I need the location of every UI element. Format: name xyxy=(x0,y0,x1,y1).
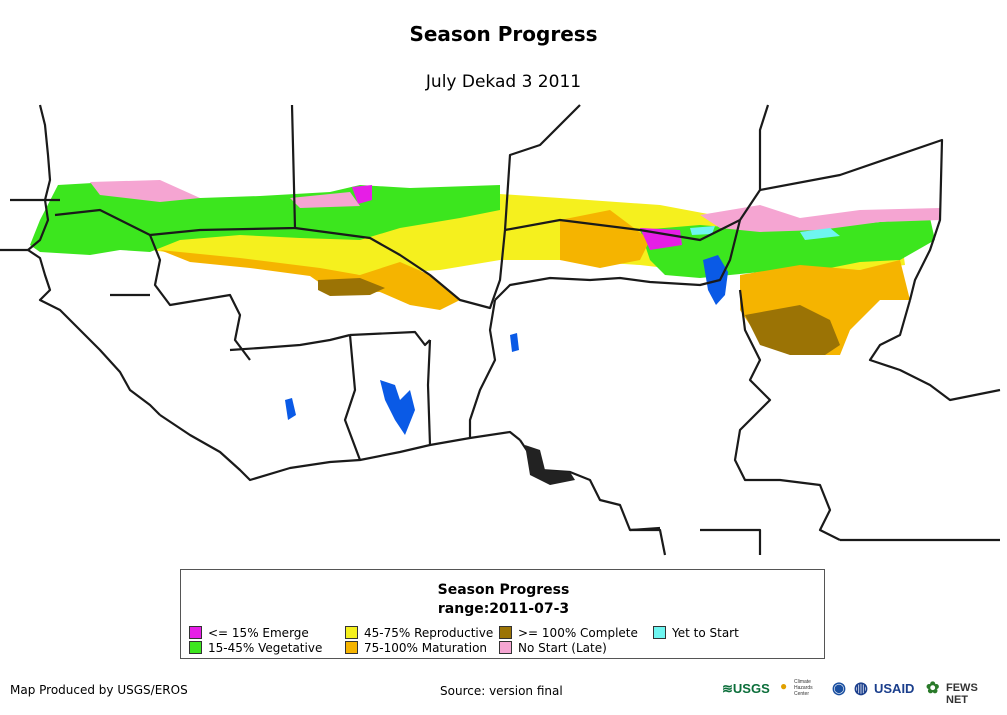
legend-item-no-start: No Start (Late) xyxy=(499,641,607,655)
legend-swatch xyxy=(189,641,202,654)
legend-swatch xyxy=(345,626,358,639)
legend-swatch xyxy=(653,626,666,639)
legend-swatch xyxy=(189,626,202,639)
source-note: Source: version final xyxy=(440,684,563,698)
zone-no-start-mali xyxy=(290,192,360,208)
legend-item-vegetative: 15-45% Vegetative xyxy=(189,641,322,655)
chc-logo: Climate Hazards Center xyxy=(794,679,813,697)
lake-kossou xyxy=(285,398,296,420)
legend-range: range:2011-07-3 xyxy=(437,601,570,617)
usaid-logo: USAID xyxy=(874,681,915,696)
legend-item-emerge: <= 15% Emerge xyxy=(189,626,309,640)
legend-swatch xyxy=(499,626,512,639)
usaid-seal-icon: ◍ xyxy=(854,680,868,697)
chc-logo-icon: ● xyxy=(780,679,788,693)
coast-accents xyxy=(525,445,575,485)
legend: Season Progress range:2011-07-3 <= 15% E… xyxy=(180,569,825,659)
season-progress-map xyxy=(0,104,1001,556)
noaa-logo: ◉ xyxy=(832,680,846,697)
partner-logos: ≋USGS ● Climate Hazards Center ◉ ◍ USAID… xyxy=(720,678,1002,706)
zone-maturation-south xyxy=(160,250,460,310)
lake-volta xyxy=(380,380,415,435)
zone-no-start-east xyxy=(700,205,940,232)
zone-emerge-mali xyxy=(352,185,372,204)
legend-title-block: Season Progress range:2011-07-3 xyxy=(181,581,826,619)
zone-complete-nigeria xyxy=(745,305,840,355)
produced-by: Map Produced by USGS/EROS xyxy=(10,683,188,697)
legend-swatch xyxy=(345,641,358,654)
map-title: Season Progress xyxy=(409,22,598,46)
legend-item-reproductive: 45-75% Reproductive xyxy=(345,626,493,640)
legend-swatch xyxy=(499,641,512,654)
zone-complete-burkina xyxy=(318,278,385,296)
progress-zones xyxy=(30,180,940,355)
fewsnet-icon: ✿ xyxy=(926,680,940,697)
legend-item-maturation: 75-100% Maturation xyxy=(345,641,487,655)
zone-maturation-central xyxy=(560,210,650,268)
zone-no-start-west xyxy=(90,180,200,202)
map-subtitle: July Dekad 3 2011 xyxy=(425,72,582,92)
legend-item-complete: >= 100% Complete xyxy=(499,626,638,640)
lake-kainji xyxy=(510,333,519,352)
zone-yet-to-start xyxy=(800,228,840,240)
legend-title: Season Progress xyxy=(437,582,570,598)
fewsnet-logo: FEWS NET xyxy=(946,682,978,706)
zone-emerge-niger xyxy=(640,228,682,250)
usgs-logo: ≋USGS xyxy=(722,681,770,696)
zone-yet-to-start-2 xyxy=(690,226,715,235)
legend-item-yet-to-start: Yet to Start xyxy=(653,626,739,640)
